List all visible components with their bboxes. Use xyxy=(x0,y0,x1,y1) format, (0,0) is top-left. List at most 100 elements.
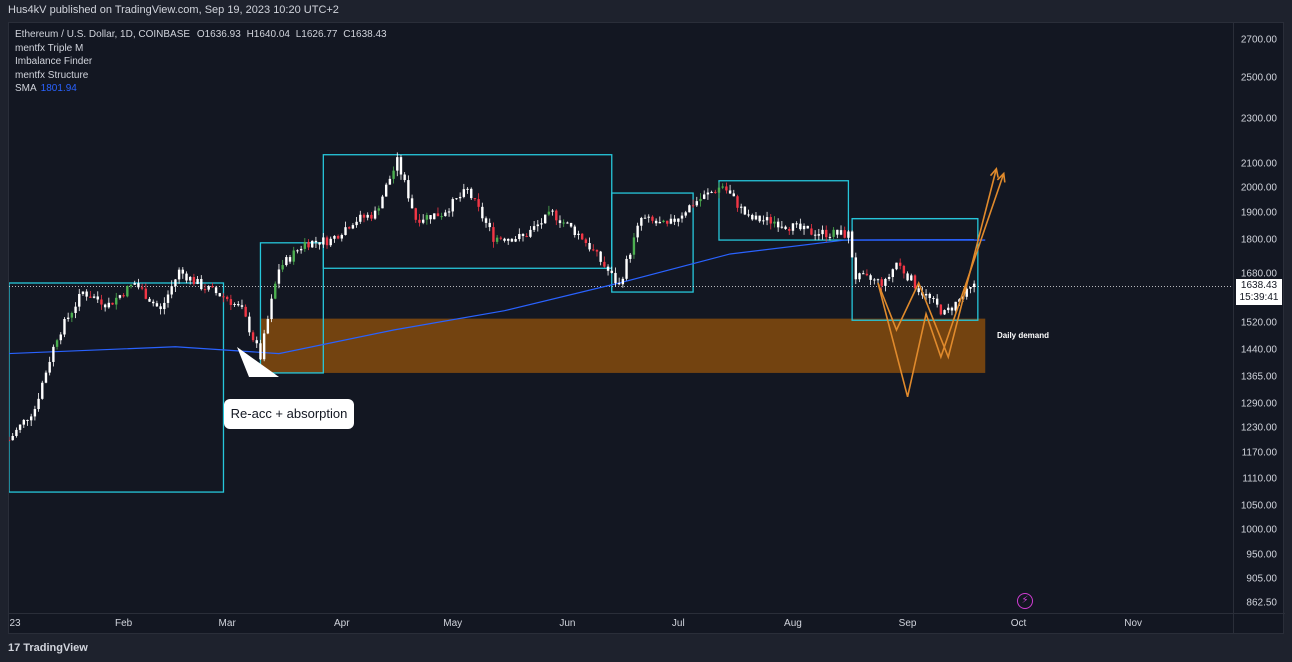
candle-body xyxy=(654,220,658,224)
candle-body xyxy=(898,262,902,266)
candle-body xyxy=(769,217,772,224)
candle-body xyxy=(285,257,288,266)
price-tick: 1230.00 xyxy=(1240,422,1277,434)
candle-body xyxy=(307,241,310,248)
indicator-imbalance-finder[interactable]: Imbalance Finder xyxy=(15,56,93,67)
candle-body xyxy=(758,215,761,222)
candle-body xyxy=(240,305,244,307)
candle-body xyxy=(813,234,817,236)
price-tick: 1110.00 xyxy=(1242,473,1277,485)
candle-body xyxy=(66,317,70,320)
candle-body xyxy=(370,214,373,219)
tradingview-logo[interactable]: 17 TradingView xyxy=(8,642,88,654)
candle-body xyxy=(37,398,40,410)
indicator-triple-m[interactable]: mentfx Triple M xyxy=(15,42,84,54)
candle-body xyxy=(695,201,699,206)
candle-body xyxy=(399,157,403,175)
sma-line xyxy=(9,238,975,355)
candle-body xyxy=(754,215,758,220)
candle-body xyxy=(499,237,503,239)
candle-body xyxy=(843,230,846,238)
candle-body xyxy=(118,295,122,298)
candle-body xyxy=(566,222,569,224)
candle-body xyxy=(18,424,22,430)
candle-body xyxy=(972,283,976,288)
candle-body xyxy=(503,238,506,241)
chart-plot-area[interactable]: Ethereum / U.S. Dollar, 1D, COINBASE O16… xyxy=(9,23,1233,613)
time-tick: 23 xyxy=(9,618,21,629)
candle-body xyxy=(396,157,399,171)
callout-re-acc[interactable]: Re-acc + absorption xyxy=(224,399,354,429)
candle-body xyxy=(518,233,521,240)
candle-body xyxy=(495,237,499,242)
candle-body xyxy=(107,302,111,308)
candle-body xyxy=(739,206,743,208)
candle-body xyxy=(444,212,447,217)
candle-body xyxy=(470,188,473,199)
candle-body xyxy=(133,283,136,285)
candle-body xyxy=(714,191,717,193)
candle-body xyxy=(81,291,85,294)
candle-body xyxy=(229,299,233,305)
price-tick: 1290.00 xyxy=(1240,398,1277,410)
time-scale[interactable]: 23 Feb Mar Apr May Jun Jul Aug Sep Oct Nov xyxy=(9,613,1233,634)
projection-arrowhead xyxy=(996,171,1006,183)
candle-body xyxy=(233,304,236,306)
candle-body xyxy=(237,304,240,306)
candle-body xyxy=(603,261,606,267)
candle-body xyxy=(699,198,702,202)
candle-body xyxy=(884,278,887,286)
structure-box xyxy=(9,282,225,493)
candle-body xyxy=(481,206,484,219)
candle-body xyxy=(85,291,88,297)
candle-body xyxy=(407,180,410,199)
candle-body xyxy=(100,299,103,305)
chart-frame[interactable]: Ethereum / U.S. Dollar, 1D, COINBASE O16… xyxy=(8,22,1285,634)
candle-body xyxy=(850,231,854,258)
candle-body xyxy=(111,302,114,305)
time-tick: Feb xyxy=(115,618,133,629)
candle-body xyxy=(200,278,203,290)
candle-body xyxy=(55,340,59,347)
candle-body xyxy=(322,237,325,245)
candle-body xyxy=(473,198,477,200)
candle-body xyxy=(137,283,140,288)
candle-body xyxy=(26,419,29,421)
candle-body xyxy=(965,288,968,297)
candle-body xyxy=(421,219,425,223)
candle-body xyxy=(366,214,369,218)
candle-body xyxy=(880,279,883,286)
indicator-structure[interactable]: mentfx Structure xyxy=(15,69,89,81)
candle-body xyxy=(743,206,747,215)
candle-body xyxy=(59,334,62,341)
bar-countdown: 15:39:41 xyxy=(1239,292,1279,304)
candle-body xyxy=(706,192,710,195)
candle-body xyxy=(795,223,798,225)
flash-icon[interactable]: ⚡ xyxy=(1017,593,1033,609)
candle-body xyxy=(913,275,917,289)
candle-body xyxy=(776,221,780,228)
candle-body xyxy=(11,435,14,441)
candle-body xyxy=(799,223,802,230)
indicator-sma[interactable]: SMA 1801.94 xyxy=(15,82,390,96)
candle-body xyxy=(725,186,728,191)
candle-body xyxy=(174,279,177,287)
candle-body xyxy=(784,226,787,230)
candle-body xyxy=(773,221,776,224)
candle-body xyxy=(377,208,380,211)
candle-body xyxy=(89,296,92,298)
candle-body xyxy=(15,429,18,436)
high-key: H xyxy=(246,29,254,40)
tradingview-logo-icon: 17 xyxy=(8,642,21,654)
candle-body xyxy=(348,227,351,229)
candle-body xyxy=(910,275,913,281)
chart-canvas[interactable] xyxy=(9,23,1233,613)
candle-body xyxy=(9,440,11,442)
time-tick: Oct xyxy=(1010,618,1027,629)
candle-body xyxy=(710,191,713,193)
price-scale[interactable]: 862.50 905.00 950.00 1000.00 1050.00 1110.00 1… xyxy=(1233,23,1285,613)
candle-body xyxy=(610,270,613,273)
candle-body xyxy=(643,217,647,219)
candle-body xyxy=(266,319,270,334)
candle-body xyxy=(617,283,621,285)
